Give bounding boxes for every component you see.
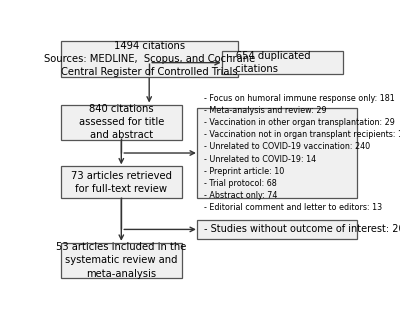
Text: - Studies without outcome of interest: 20: - Studies without outcome of interest: 2… [204,224,400,234]
FancyBboxPatch shape [61,105,182,140]
FancyBboxPatch shape [61,243,182,278]
FancyBboxPatch shape [222,51,343,74]
Text: 53 articles included in the
systematic review and
meta-analysis: 53 articles included in the systematic r… [56,242,186,278]
Text: 1494 citations
Sources: MEDLINE,  Scopus, and Cochrane
Central Register of Contr: 1494 citations Sources: MEDLINE, Scopus,… [44,41,255,77]
FancyBboxPatch shape [197,108,357,198]
FancyBboxPatch shape [61,166,182,198]
Text: - 654 duplicated
  citations: - 654 duplicated citations [229,51,311,74]
FancyBboxPatch shape [197,220,357,239]
Text: 840 citations
assessed for title
and abstract: 840 citations assessed for title and abs… [79,104,164,140]
Text: - Focus on humoral immune response only: 181
- Meta-analysis and review: 29
- Va: - Focus on humoral immune response only:… [204,94,400,212]
FancyBboxPatch shape [61,42,238,77]
Text: 73 articles retrieved
for full-text review: 73 articles retrieved for full-text revi… [71,170,172,194]
